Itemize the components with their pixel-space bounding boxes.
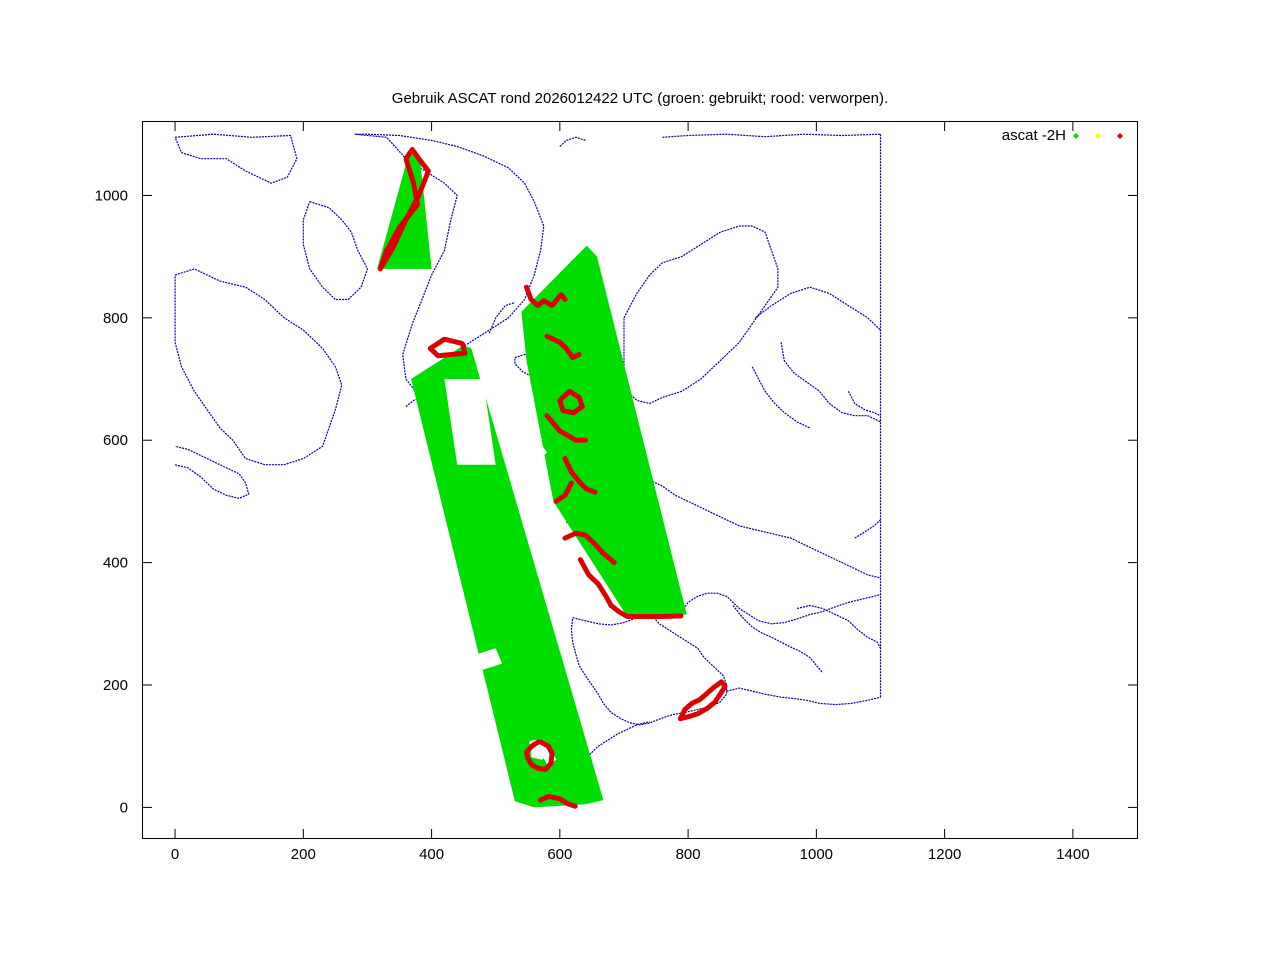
y-tick-label: 1000: [95, 187, 128, 204]
rejected-band-8: [562, 530, 617, 566]
rejected-band-7: [553, 480, 574, 504]
x-tick-label: 1200: [928, 846, 961, 863]
x-tick-label: 600: [547, 846, 572, 863]
legend-markers: [1073, 133, 1123, 139]
rejected-band-6: [562, 456, 598, 495]
coastline-20: [854, 519, 881, 539]
rejected-band-1: [377, 147, 431, 272]
y-tick-label: 200: [103, 677, 128, 694]
coastline-10: [623, 464, 881, 579]
rejected-band-2: [524, 284, 568, 309]
coastline-6: [623, 225, 779, 405]
rejected-band-0: [427, 336, 468, 359]
gap-2: [476, 648, 503, 670]
legend-marker-1: [1095, 133, 1101, 139]
rejected-observations-layer: [377, 147, 728, 809]
legend-marker-2: [1117, 133, 1123, 139]
rejected-band-4: [557, 388, 585, 416]
x-tick-label: 0: [171, 846, 179, 863]
rejected-band-3: [544, 333, 582, 361]
x-tick-label: 1400: [1056, 846, 1089, 863]
swath-1: [521, 245, 687, 617]
coastline-7: [755, 286, 881, 331]
coastline-1: [174, 268, 343, 466]
x-tick-label: 800: [676, 846, 701, 863]
plot-frame: [142, 121, 1138, 839]
rejected-band-11: [524, 738, 555, 772]
coastline-8: [780, 342, 881, 423]
coastline-2: [174, 445, 250, 499]
y-tick-label: 400: [103, 555, 128, 572]
x-tick-label: 200: [291, 846, 316, 863]
legend-marker-0: [1073, 133, 1079, 139]
coastline-19: [847, 391, 881, 417]
legend-label: ascat -2H: [1002, 127, 1066, 144]
legend: ascat -2H: [1002, 127, 1123, 144]
rejected-band-10: [677, 679, 728, 722]
coastline-14: [681, 592, 881, 625]
x-tick-labels: 0 200 400 600 800 1000 1200 1400: [171, 846, 1090, 863]
gap-0: [444, 379, 496, 465]
coastline-16: [732, 605, 824, 674]
used-observations-layer: [377, 152, 687, 808]
coastline-18: [796, 604, 882, 649]
observation-gaps-layer: [444, 379, 557, 765]
y-tick-label: 600: [103, 432, 128, 449]
y-tick-labels: 0 200 400 600 800 1000: [95, 187, 128, 816]
rejected-band-5: [544, 413, 588, 443]
coastline-3: [302, 201, 369, 301]
axis-ticks: [143, 122, 1137, 838]
coastline-24: [559, 136, 586, 147]
y-tick-label: 800: [103, 310, 128, 327]
coastline-17: [726, 687, 881, 706]
coastline-22: [488, 301, 516, 334]
x-tick-label: 400: [419, 846, 444, 863]
coastline-9: [751, 366, 811, 429]
rejected-band-12: [538, 793, 578, 809]
x-tick-label: 1000: [800, 846, 833, 863]
coastline-25: [662, 133, 881, 138]
gap-1: [508, 434, 547, 465]
y-tick-label: 0: [120, 799, 128, 816]
chart-title: Gebruik ASCAT rond 2026012422 UTC (groen…: [392, 90, 888, 107]
rejected-band-9: [577, 557, 685, 619]
coastline-0: [174, 133, 298, 184]
